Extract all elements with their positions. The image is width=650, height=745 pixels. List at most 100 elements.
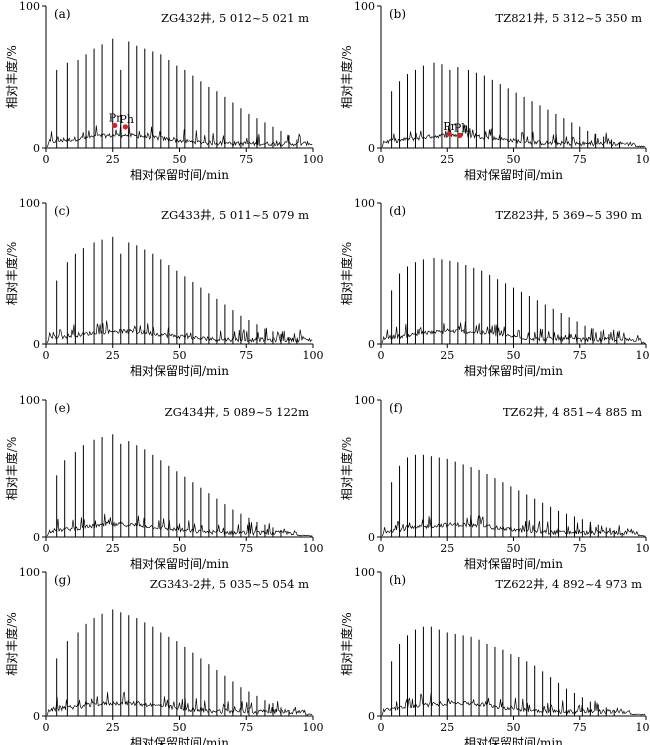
- x-tick-label: 75: [239, 349, 253, 362]
- x-tick-label: 50: [507, 721, 521, 734]
- y-axis-label: 相对丰度/%: [339, 242, 354, 305]
- y-tick-label: 100: [354, 0, 375, 13]
- panel-letter: (b): [389, 7, 406, 21]
- x-axis-label: 相对保留时间/min: [464, 168, 563, 182]
- x-tick-label: 0: [378, 542, 385, 555]
- x-tick-label: 75: [573, 153, 587, 166]
- annotation-ph: Ph: [454, 121, 469, 134]
- x-tick-label: 50: [507, 349, 521, 362]
- x-tick-label: 25: [440, 542, 454, 555]
- panel-letter: (g): [54, 573, 71, 587]
- chart-panel-3: 0 25 50 75 100 0 100 相对保留时间/min 相对丰度/% (c) ZG433井,…: [4, 197, 324, 378]
- y-tick-label: 0: [368, 710, 375, 723]
- x-tick-label: 50: [507, 542, 521, 555]
- x-tick-label: 0: [43, 721, 50, 734]
- y-tick-label: 100: [354, 197, 375, 210]
- panel-title: TZ823井, 5 369~5 390 m: [496, 208, 643, 222]
- panel-title: TZ62井, 4 851~4 885 m: [503, 405, 642, 419]
- chart-panel-7: 0 25 50 75 100 0 100 相对保留时间/min 相对丰度/% (g) ZG343-2…: [4, 566, 324, 745]
- x-tick-label: 100: [636, 542, 650, 555]
- panel-title: ZG343-2井, 5 035~5 054 m: [150, 577, 309, 591]
- x-tick-label: 75: [239, 153, 253, 166]
- y-axis-label: 相对丰度/%: [339, 45, 354, 108]
- panel-letter: (d): [389, 204, 406, 218]
- y-axis-label: 相对丰度/%: [4, 437, 19, 500]
- x-tick-label: 100: [303, 542, 324, 555]
- panel-title: TZ821井, 5 312~5 350 m: [496, 11, 643, 25]
- panel-letter: (e): [54, 401, 70, 415]
- panel-title: ZG433井, 5 011~5 079 m: [161, 208, 309, 222]
- x-tick-label: 100: [636, 721, 650, 734]
- baseline-noise: [381, 514, 646, 537]
- chart-panel-4: 0 25 50 75 100 0 100 相对保留时间/min 相对丰度/% (d) TZ823井,…: [339, 197, 650, 378]
- panel-letter: (a): [54, 7, 71, 21]
- baseline-noise: [46, 691, 313, 716]
- y-tick-label: 100: [19, 566, 40, 579]
- chart-panel-6: 0 25 50 75 100 0 100 相对保留时间/min 相对丰度/% (f) TZ62井, …: [339, 394, 650, 571]
- y-tick-label: 0: [368, 531, 375, 544]
- x-tick-label: 25: [440, 721, 454, 734]
- x-tick-label: 75: [573, 721, 587, 734]
- y-tick-label: 0: [33, 531, 40, 544]
- baseline-noise: [47, 320, 313, 344]
- annotation-pr: Pr: [443, 120, 456, 133]
- y-tick-label: 100: [354, 394, 375, 407]
- baseline-noise: [47, 124, 313, 148]
- y-axis-label: 相对丰度/%: [4, 242, 19, 305]
- panel-letter: (h): [389, 573, 406, 587]
- x-tick-label: 75: [239, 721, 253, 734]
- x-tick-label: 0: [43, 349, 50, 362]
- x-axis-label: 相对保留时间/min: [130, 557, 229, 571]
- x-axis-label: 相对保留时间/min: [464, 364, 563, 378]
- chart-panel-5: 0 25 50 75 100 0 100 相对保留时间/min 相对丰度/% (e) ZG434井,…: [4, 394, 324, 571]
- marker-pr: [112, 122, 118, 129]
- x-tick-label: 25: [106, 153, 120, 166]
- x-tick-label: 75: [573, 349, 587, 362]
- chart-panel-8: 0 25 50 75 100 0 100 相对保留时间/min 相对丰度/% (h) TZ622井,…: [339, 566, 650, 745]
- panel-letter: (f): [389, 401, 403, 415]
- x-tick-label: 25: [106, 349, 120, 362]
- x-axis-label: 相对保留时间/min: [130, 168, 229, 182]
- x-tick-label: 25: [106, 542, 120, 555]
- x-axis-label: 相对保留时间/min: [464, 736, 563, 745]
- y-axis-label: 相对丰度/%: [4, 612, 19, 675]
- y-tick-label: 100: [19, 394, 40, 407]
- y-tick-label: 0: [33, 142, 40, 155]
- x-tick-label: 100: [636, 349, 650, 362]
- x-tick-label: 50: [173, 542, 187, 555]
- x-tick-label: 0: [43, 153, 50, 166]
- x-tick-label: 100: [303, 721, 324, 734]
- marker-ph: [457, 132, 463, 138]
- annotation-ph: Ph: [119, 113, 133, 126]
- baseline-noise: [47, 513, 313, 537]
- x-tick-label: 0: [378, 349, 385, 362]
- x-tick-label: 100: [303, 153, 324, 166]
- x-tick-label: 25: [106, 721, 120, 734]
- x-axis-label: 相对保留时间/min: [130, 736, 229, 745]
- y-tick-label: 100: [19, 197, 40, 210]
- x-tick-label: 0: [378, 153, 385, 166]
- x-tick-label: 100: [303, 349, 324, 362]
- x-axis-label: 相对保留时间/min: [464, 557, 563, 571]
- annotation-pr: Pr: [109, 111, 122, 124]
- x-tick-label: 100: [636, 153, 650, 166]
- x-axis-label: 相对保留时间/min: [130, 364, 229, 378]
- x-tick-label: 25: [440, 153, 454, 166]
- x-tick-label: 75: [573, 542, 587, 555]
- x-tick-label: 50: [173, 721, 187, 734]
- x-tick-label: 50: [507, 153, 521, 166]
- x-tick-label: 75: [239, 542, 253, 555]
- x-tick-label: 25: [440, 349, 454, 362]
- y-tick-label: 0: [33, 710, 40, 723]
- panel-title: TZ622井, 4 892~4 973 m: [496, 577, 643, 591]
- y-tick-label: 100: [19, 0, 40, 13]
- panel-title: ZG434井, 5 089~5 122m: [165, 405, 309, 419]
- baseline-noise: [381, 693, 646, 716]
- x-tick-label: 50: [173, 153, 187, 166]
- y-axis-label: 相对丰度/%: [4, 45, 19, 108]
- chart-panel-1: 0 25 50 75 100 0 100 相对保留时间/min 相对丰度/% (a) ZG432井,…: [4, 0, 324, 182]
- y-axis-label: 相对丰度/%: [339, 437, 354, 500]
- marker-pr: [446, 131, 452, 137]
- baseline-noise: [381, 124, 646, 148]
